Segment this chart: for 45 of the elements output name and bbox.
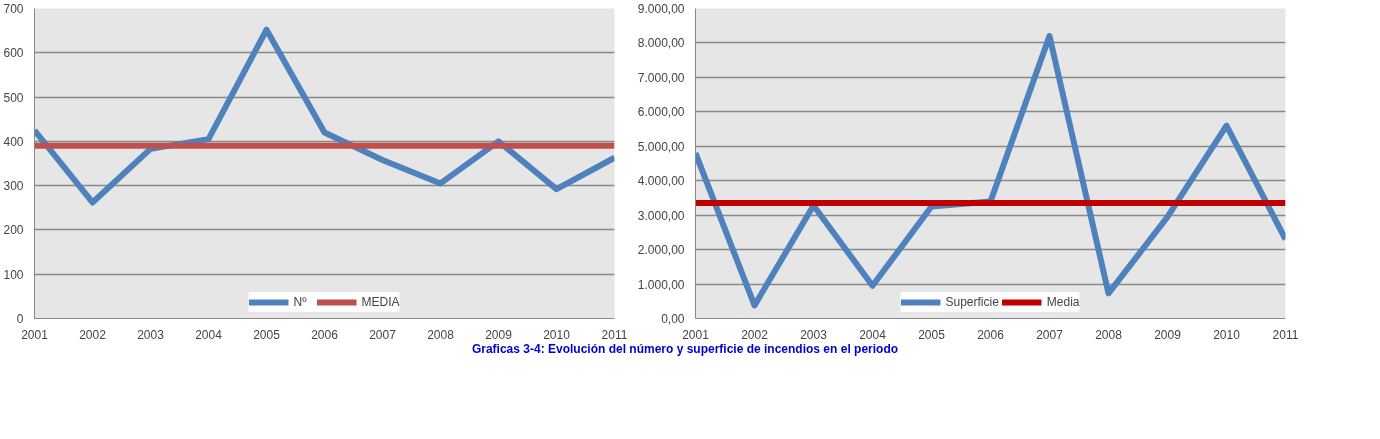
y-tick-label: 1.000,00 <box>637 277 685 292</box>
x-tick-label: 2010 <box>1213 327 1241 342</box>
y-tick-label: 100 <box>3 267 24 282</box>
y-tick-label: 0 <box>16 312 24 326</box>
x-tick-label: 2011 <box>1272 327 1299 342</box>
x-tick-label: 2005 <box>918 327 946 342</box>
y-tick-label: 700 <box>3 2 24 16</box>
x-tick-label: 2006 <box>977 327 1005 342</box>
x-tick-label: 2008 <box>427 327 455 342</box>
y-tick-label: 200 <box>3 223 24 238</box>
legend-label: Nº <box>293 295 308 309</box>
x-tick-label: 2004 <box>195 327 223 342</box>
y-tick-label: 300 <box>3 179 24 194</box>
y-tick-label: 9.000,00 <box>637 2 685 16</box>
y-tick-label: 5.000,00 <box>637 139 685 154</box>
x-tick-label: 2011 <box>601 327 628 342</box>
x-tick-label: 2002 <box>79 327 107 342</box>
x-tick-label: 2001 <box>682 327 710 342</box>
x-tick-label: 2007 <box>1036 327 1064 342</box>
y-tick-label: 400 <box>3 134 24 149</box>
y-tick-label: 0,00 <box>661 312 685 326</box>
x-tick-label: 2003 <box>800 327 828 342</box>
y-tick-label: 500 <box>3 90 24 105</box>
x-tick-label: 2003 <box>137 327 165 342</box>
legend-label: Media <box>1046 295 1080 309</box>
y-tick-label: 7.000,00 <box>637 70 685 85</box>
x-tick-label: 2006 <box>311 327 339 342</box>
x-tick-label: 2005 <box>253 327 281 342</box>
x-tick-label: 2009 <box>485 327 513 342</box>
x-tick-label: 2002 <box>741 327 769 342</box>
y-tick-label: 2.000,00 <box>637 243 685 258</box>
x-tick-label: 2001 <box>21 327 49 342</box>
x-tick-label: 2010 <box>543 327 571 342</box>
y-tick-label: 4.000,00 <box>637 174 685 189</box>
x-tick-label: 2004 <box>859 327 887 342</box>
y-tick-label: 6.000,00 <box>637 105 685 120</box>
y-tick-label: 3.000,00 <box>637 208 685 223</box>
y-tick-label: 600 <box>3 46 24 61</box>
x-tick-label: 2008 <box>1095 327 1123 342</box>
x-tick-label: 2009 <box>1154 327 1182 342</box>
legend-label: Superficie <box>945 295 999 309</box>
legend-label: MEDIA <box>361 295 400 309</box>
x-tick-label: 2007 <box>369 327 397 342</box>
y-tick-label: 8.000,00 <box>637 36 685 51</box>
text: Graficas 3-4: Evolución del número y superficie de incendios en el periodo <box>471 341 899 358</box>
